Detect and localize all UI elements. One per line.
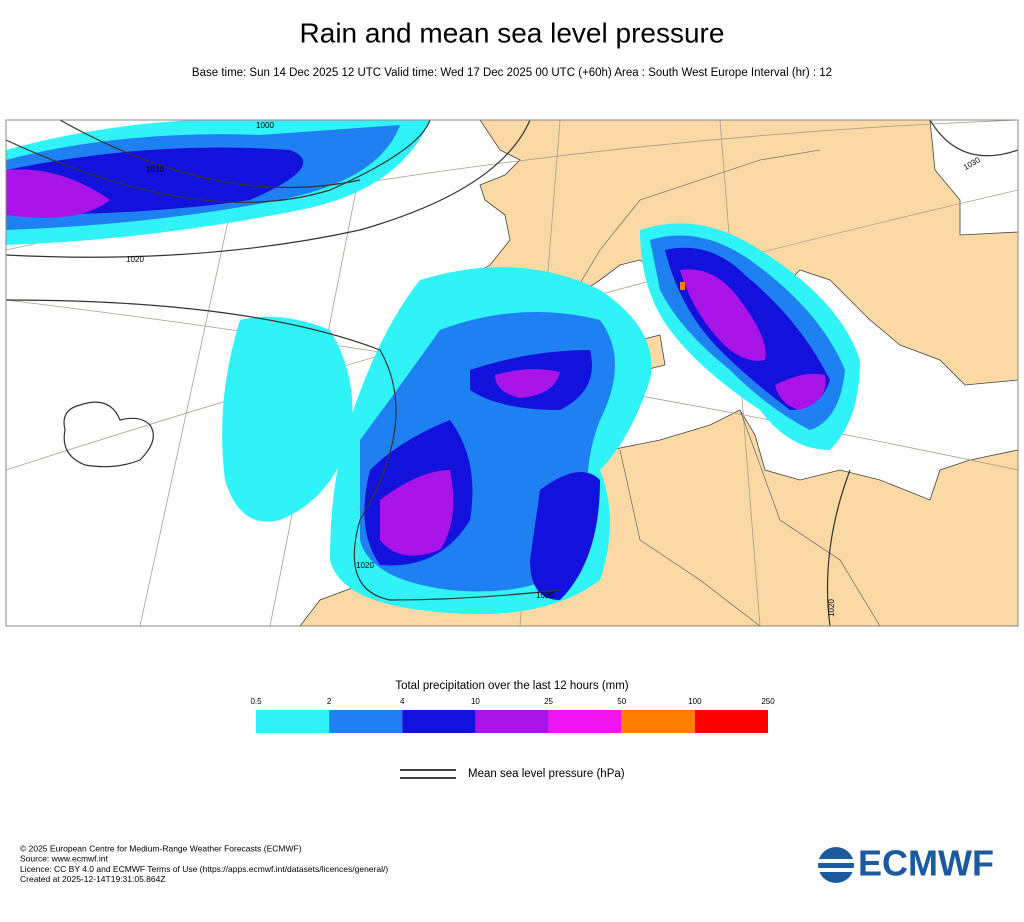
pressure-legend-label: Mean sea level pressure (hPa)	[468, 768, 625, 780]
colorbar-swatch	[548, 710, 622, 733]
contour-label: 1010	[146, 165, 164, 174]
footer-line: Created at 2025-12-14T19:31:05.864Z	[20, 874, 166, 884]
precip-area	[222, 316, 353, 522]
title: Rain and mean sea level pressure	[300, 17, 725, 48]
map-frame	[5, 119, 1019, 627]
subtitle: Base time: Sun 14 Dec 2025 12 UTC Valid …	[192, 67, 832, 79]
logo-mark	[816, 868, 856, 872]
footer: © 2025 European Centre for Medium-Range …	[20, 843, 388, 884]
precip-area	[380, 470, 454, 556]
colorbar-tick-label: 25	[544, 697, 553, 706]
contour-label: 1020	[827, 599, 836, 617]
colorbar-tick-label: 2	[327, 697, 332, 706]
colorbar-swatch	[402, 710, 476, 733]
footer-line: © 2025 European Centre for Medium-Range …	[20, 843, 302, 853]
logo-mark	[818, 847, 854, 883]
colorbar-swatch	[329, 710, 403, 733]
logo-text: ECMWF	[858, 843, 994, 884]
colorbar: 0.5 2 4 10 25 50 100 250	[250, 697, 775, 733]
contour-label: 1020	[126, 255, 144, 264]
colorbar-tick-label: 250	[761, 697, 775, 706]
colorbar-swatch	[256, 710, 330, 733]
precip-area	[495, 369, 560, 398]
precip-area	[530, 472, 600, 600]
precip-area	[680, 282, 685, 290]
colorbar-tick-label: 0.5	[250, 697, 262, 706]
precip-area	[680, 269, 766, 361]
legend-title: Total precipitation over the last 12 hou…	[395, 680, 628, 692]
colorbar-tick-label: 100	[688, 697, 702, 706]
colorbar-swatch	[694, 710, 768, 733]
logo: ECMWF	[816, 843, 994, 884]
precip-area	[6, 169, 110, 218]
footer-line: Source: www.ecmwf.int	[20, 854, 108, 864]
colorbar-tick-label: 50	[617, 697, 626, 706]
contour-label: 1020	[536, 591, 554, 600]
colorbar-tick-label: 4	[400, 697, 405, 706]
colorbar-swatch	[475, 710, 549, 733]
contour-label: 1020	[356, 561, 374, 570]
isobars	[6, 120, 1018, 626]
footer-line: Licence: CC BY 4.0 and ECMWF Terms of Us…	[20, 864, 388, 874]
borders	[569, 149, 881, 626]
contour-label: 1000	[256, 121, 274, 130]
colorbar-swatch	[621, 710, 695, 733]
precip-area	[775, 373, 826, 410]
logo-mark	[816, 859, 856, 863]
colorbar-tick-label: 10	[471, 697, 480, 706]
